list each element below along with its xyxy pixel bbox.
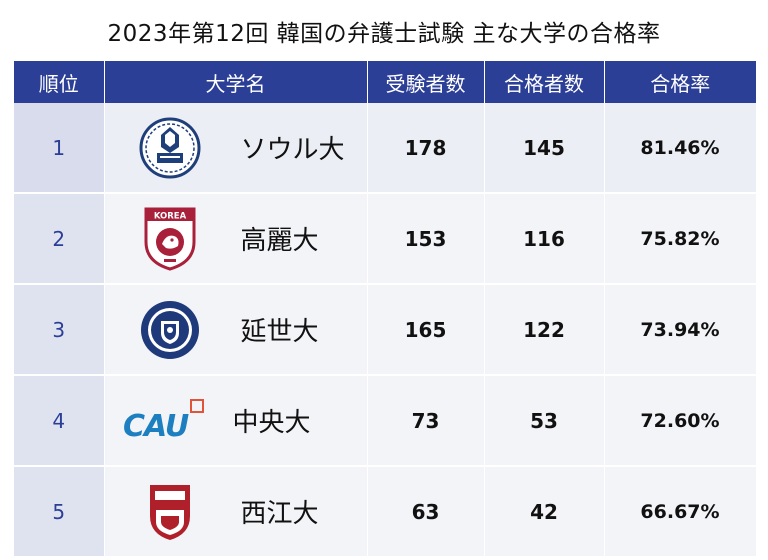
table-row: 2 KOREA 高麗大 — [14, 193, 757, 285]
university-cell: KOREA 高麗大 — [104, 193, 368, 285]
pass-rate-cell: 81.46% — [604, 103, 757, 194]
university-cell: CAU 中央大 — [104, 375, 368, 467]
sogang-university-emblem-icon — [135, 477, 205, 547]
passers-cell: 145 — [484, 103, 605, 194]
university-name: 高麗大 — [240, 226, 319, 256]
seoul-national-university-emblem-icon — [135, 113, 205, 183]
passers-cell: 42 — [484, 466, 605, 558]
table-header-row: 順位 大学名 受験者数 合格者数 合格率 — [14, 61, 756, 103]
rank-cell: 4 — [14, 375, 105, 467]
column-header-rank: 順位 — [14, 61, 105, 103]
examinees-cell: 178 — [367, 103, 485, 194]
passers-cell: 122 — [484, 284, 605, 376]
university-name: 西江大 — [240, 499, 319, 529]
pass-rate-cell: 66.67% — [604, 466, 757, 558]
pass-rate-cell: 73.94% — [604, 284, 757, 376]
passers-cell: 116 — [484, 193, 605, 285]
column-header-passers: 合格者数 — [484, 61, 605, 103]
table-row: 4 CAU 中央大 73 53 72.60% — [14, 375, 757, 467]
examinees-cell: 165 — [367, 284, 485, 376]
university-name: ソウル大 — [240, 135, 345, 165]
rank-cell: 1 — [14, 103, 105, 194]
table-row: 1 ソウル大 178 — [14, 103, 757, 194]
table-row: 3 延世大 165 — [14, 284, 757, 376]
university-name: 中央大 — [232, 408, 311, 438]
passers-cell: 53 — [484, 375, 605, 467]
examinees-cell: 153 — [367, 193, 485, 285]
column-header-university: 大学名 — [104, 61, 368, 103]
korea-university-emblem-icon: KOREA — [135, 204, 205, 274]
yonsei-university-emblem-icon — [135, 295, 205, 365]
university-name: 延世大 — [240, 317, 319, 347]
cau-logo-text: CAU — [123, 409, 189, 444]
korea-logo-text: KOREA — [153, 211, 186, 221]
examinees-cell: 73 — [367, 375, 485, 467]
rank-cell: 3 — [14, 284, 105, 376]
chung-ang-university-logo-icon: CAU — [119, 386, 211, 456]
table-row: 5 西江大 63 42 66.67% — [14, 466, 757, 558]
page-title: 2023年第12回 韓国の弁護士試験 主な大学の合格率 — [107, 21, 661, 47]
pass-rate-cell: 72.60% — [604, 375, 757, 467]
column-header-examinees: 受験者数 — [367, 61, 485, 103]
rank-cell: 2 — [14, 193, 105, 285]
pass-rate-table: 順位 大学名 受験者数 合格者数 合格率 1 — [14, 61, 757, 558]
column-header-pass-rate: 合格率 — [604, 61, 756, 103]
university-cell: 西江大 — [104, 466, 368, 558]
pass-rate-cell: 75.82% — [604, 193, 757, 285]
university-cell: ソウル大 — [104, 103, 368, 194]
examinees-cell: 63 — [367, 466, 485, 558]
university-cell: 延世大 — [104, 284, 368, 376]
rank-cell: 5 — [14, 466, 105, 558]
